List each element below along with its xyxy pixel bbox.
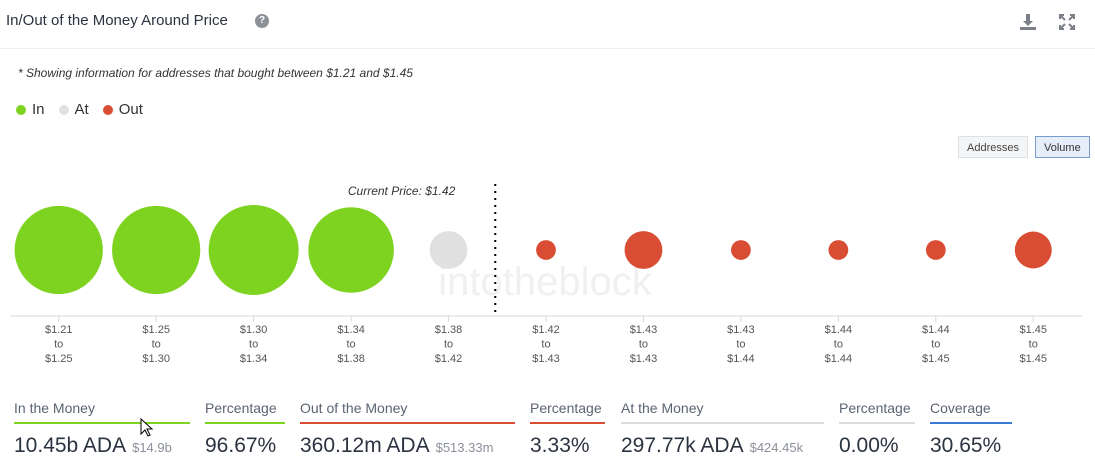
legend-label-out: Out — [118, 101, 143, 118]
metric-bar — [839, 422, 915, 424]
bubble-in[interactable] — [208, 205, 299, 295]
legend-item-at[interactable]: At — [58, 101, 89, 118]
x-tick-label: $1.43 — [727, 324, 755, 336]
panel-header: In/Out of the Money Around Price ? — [0, 0, 1095, 49]
metric-bar — [621, 422, 824, 424]
metric-out-percentage: Percentage 3.33% — [530, 400, 605, 458]
x-tick-label: to — [346, 339, 355, 351]
bubble-at[interactable] — [429, 231, 468, 269]
x-tick-label: $1.30 — [142, 353, 170, 365]
x-tick-label: to — [639, 339, 648, 351]
metric-label: Coverage — [930, 400, 991, 416]
metric-at-percentage: Percentage 0.00% — [839, 400, 915, 458]
x-tick-label: $1.44 — [825, 324, 853, 336]
legend-label-at: At — [74, 101, 89, 118]
legend-item-in[interactable]: In — [16, 101, 45, 118]
bubble-in[interactable] — [14, 205, 103, 295]
metric-bar — [530, 422, 605, 424]
bubble-out[interactable] — [731, 240, 751, 260]
x-tick-label: $1.44 — [922, 324, 950, 336]
expand-icon[interactable] — [1057, 12, 1077, 32]
x-tick-label: to — [931, 339, 940, 351]
x-tick-label: $1.43 — [532, 353, 560, 365]
metric-bar — [300, 422, 515, 424]
metric-bar — [930, 422, 1012, 424]
x-tick-label: $1.43 — [630, 324, 658, 336]
metric-value: 360.12m ADA $513.33m — [300, 434, 494, 457]
addresses-toggle-button[interactable]: Addresses — [958, 136, 1028, 158]
metric-value: 96.67% — [205, 434, 277, 457]
volume-toggle-button[interactable]: Volume — [1035, 136, 1090, 158]
info-note: * Showing information for addresses that… — [18, 66, 413, 80]
current-price-label: Current Price: $1.42 — [348, 184, 456, 198]
x-tick-label: $1.34 — [240, 353, 268, 365]
mouse-cursor-icon — [140, 418, 154, 437]
metric-coverage: Coverage 30.65% — [930, 400, 1012, 458]
metric-value: 30.65% — [930, 434, 1002, 457]
x-tick-label: $1.42 — [435, 353, 463, 365]
metric-sub: $14.9b — [132, 440, 172, 455]
legend-item-out[interactable]: Out — [102, 101, 143, 118]
x-tick-label: $1.42 — [532, 324, 560, 336]
bubble-out[interactable] — [828, 240, 849, 260]
legend-dot-at — [58, 104, 69, 115]
legend: In At Out — [16, 101, 143, 118]
x-tick-label: to — [444, 339, 453, 351]
x-tick-label: to — [249, 339, 258, 351]
x-tick-label: to — [152, 339, 161, 351]
bubble-out[interactable] — [536, 240, 556, 260]
legend-dot-in — [16, 104, 26, 115]
watermark-text: intotheblock — [438, 260, 652, 304]
bubble-out[interactable] — [925, 240, 946, 260]
metric-sub: $424.45k — [749, 440, 804, 455]
metric-label: Out of the Money — [300, 400, 408, 416]
metric-label: Percentage — [530, 400, 602, 416]
metric-in-percentage: Percentage 96.67% — [205, 400, 285, 458]
x-tick-label: $1.45 — [922, 353, 950, 365]
x-tick-label: $1.44 — [727, 353, 755, 365]
x-tick-label: to — [1029, 339, 1038, 351]
x-tick-label: $1.34 — [337, 324, 365, 336]
help-icon[interactable]: ? — [255, 14, 269, 28]
x-tick-label: $1.44 — [825, 353, 853, 365]
legend-dot-out — [102, 104, 113, 115]
x-tick-label: to — [54, 339, 63, 351]
x-tick-label: $1.30 — [240, 324, 268, 336]
x-tick-label: $1.43 — [630, 353, 658, 365]
x-tick-label: to — [541, 339, 550, 351]
metric-label: In the Money — [14, 400, 95, 416]
metric-label: Percentage — [839, 400, 911, 416]
bubble-chart: intotheblock Current Price: $1.42 $1.21 to $… — [10, 184, 1082, 365]
bubble-out[interactable] — [1014, 231, 1052, 269]
download-icon[interactable] — [1018, 12, 1038, 32]
x-tick-label: to — [736, 339, 745, 351]
legend-label-in: In — [32, 101, 45, 118]
x-tick-label: to — [834, 339, 843, 351]
metric-at-the-money: At the Money 297.77k ADA $424.45k — [621, 400, 824, 458]
x-tick-label: $1.25 — [142, 324, 170, 336]
x-tick-label: $1.38 — [337, 353, 365, 365]
metric-sub: $513.33m — [435, 440, 494, 455]
metric-in-the-money: In the Money 10.45b ADA $14.9b — [14, 400, 190, 458]
x-tick-label: $1.45 — [1020, 353, 1048, 365]
metric-value: 3.33% — [530, 434, 590, 457]
x-tick-label: $1.21 — [45, 324, 73, 336]
metric-bar — [205, 422, 285, 424]
bubble-in[interactable] — [112, 205, 201, 295]
metric-label: At the Money — [621, 400, 704, 416]
metric-label: Percentage — [205, 400, 277, 416]
x-tick-label: $1.38 — [435, 324, 463, 336]
bubble-in[interactable] — [308, 207, 394, 293]
page-title: In/Out of the Money Around Price — [6, 12, 228, 29]
metric-value: 297.77k ADA $424.45k — [621, 434, 804, 457]
x-tick-label: $1.45 — [1020, 324, 1048, 336]
x-tick-label: $1.25 — [45, 353, 73, 365]
bubble-out[interactable] — [624, 231, 663, 269]
metric-bar — [14, 422, 190, 424]
metric-out-of-the-money: Out of the Money 360.12m ADA $513.33m — [300, 400, 515, 458]
metric-value: 10.45b ADA $14.9b — [14, 434, 172, 457]
metric-value: 0.00% — [839, 434, 899, 457]
